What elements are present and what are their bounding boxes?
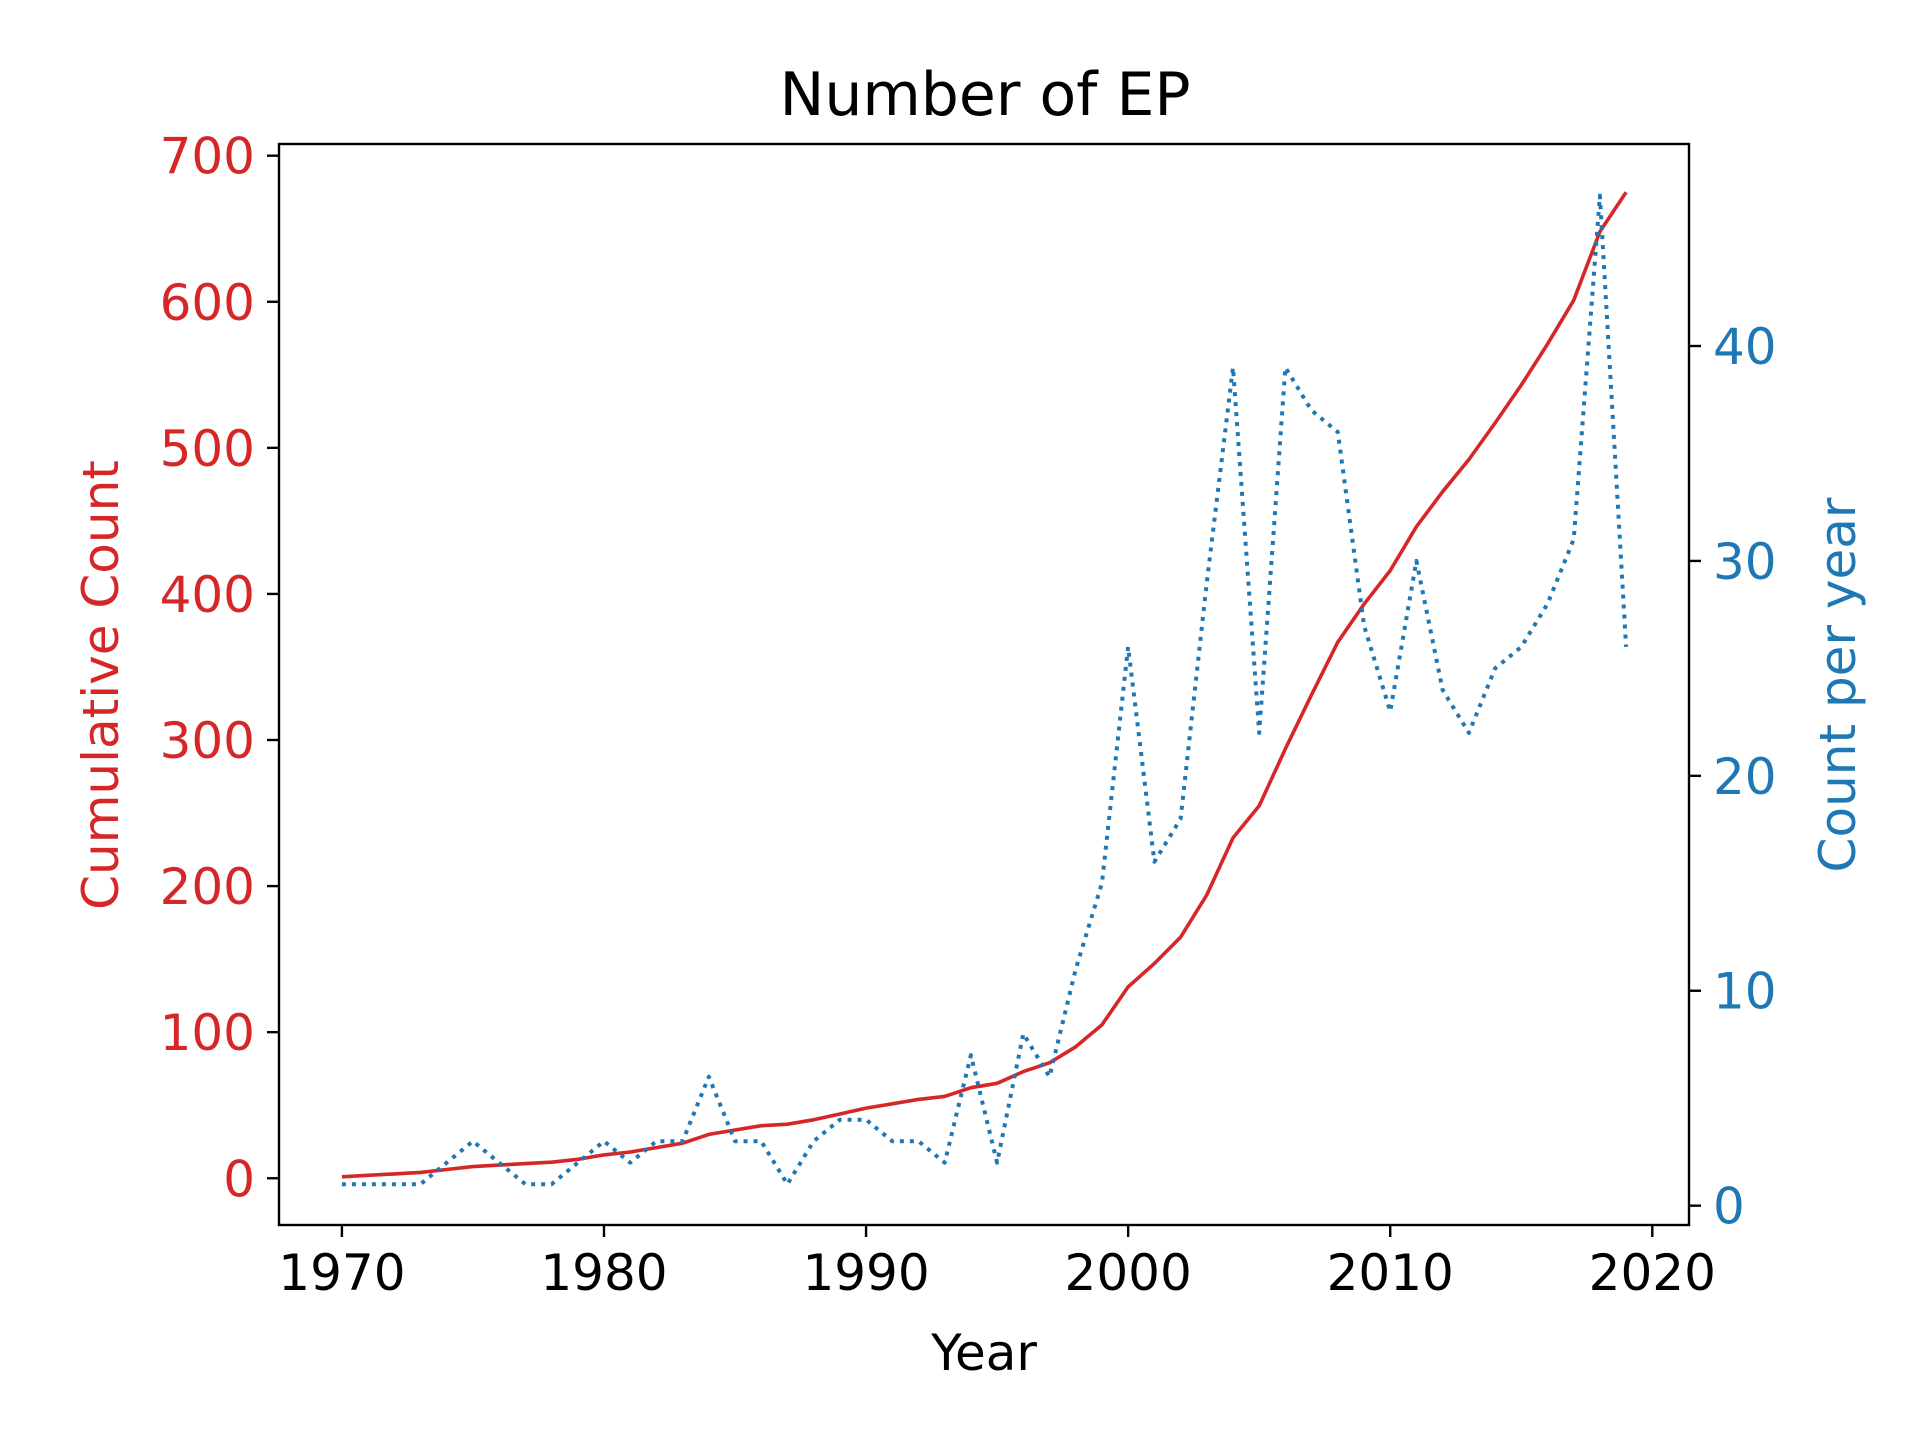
axes: 1970 1980 1990 2000 2010 20200100200300400500… [160,128,1777,1302]
right-y-tick-label: 20 [1713,748,1777,806]
x-tick-label: 2000 [1065,1244,1192,1302]
axes-frame [277,142,1691,1227]
right-y-axis-label: Count per year [1809,497,1867,872]
right-y-tick-label: 30 [1713,533,1777,591]
x-tick-label: 2010 [1327,1244,1454,1302]
cumulative-count-line [341,191,1628,1179]
left-y-tick-label: 700 [160,128,255,186]
plot-area [341,191,1629,1187]
x-tick-label: 1970 [278,1244,405,1302]
x-axis-label: Year [930,1324,1037,1382]
x-tick-label: 1980 [540,1244,667,1302]
right-y-tick-label: 10 [1713,963,1777,1021]
right-y-tick-label: 40 [1713,318,1777,376]
x-tick-label: 2020 [1589,1244,1716,1302]
left-y-tick-label: 400 [160,566,255,624]
left-y-tick-label: 300 [160,712,255,770]
left-y-tick-label: 200 [160,858,255,916]
chart-title: Number of EP [779,60,1190,130]
left-y-tick-label: 600 [160,274,255,332]
right-y-tick-label: 0 [1713,1178,1745,1236]
count-per-year-line [341,193,1629,1187]
left-y-tick-label: 500 [160,420,255,478]
left-y-axis-label: Cumulative Count [72,460,130,910]
x-tick-label: 1990 [802,1244,929,1302]
left-y-tick-label: 100 [160,1004,255,1062]
left-y-tick-label: 0 [223,1150,255,1208]
